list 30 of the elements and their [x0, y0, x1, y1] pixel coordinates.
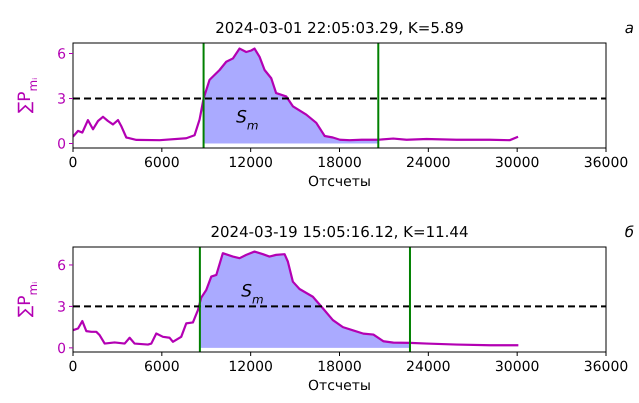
- annotation: S$_{m}$: [236, 108, 258, 132]
- x-tick-label: 36000: [584, 155, 628, 171]
- x-axis-title: Отсчеты: [308, 378, 371, 394]
- annotation: S$_{m}$: [241, 282, 264, 307]
- y-tick-label: 6: [57, 46, 66, 62]
- chart-title: 2024-03-19 15:05:16.12, K=11.44: [210, 223, 469, 241]
- x-tick-label: 18000: [317, 359, 362, 375]
- x-tick-label: 18000: [317, 155, 362, 171]
- line-series: [73, 250, 520, 346]
- x-tick-label: 24000: [406, 359, 451, 375]
- x-tick-label: 30000: [494, 359, 540, 375]
- y-tick-label: 0: [57, 340, 66, 357]
- x-axis-title: Отсчеты: [308, 174, 371, 190]
- x-tick-label: 36000: [584, 359, 628, 375]
- line-series: [73, 47, 520, 142]
- x-tick-label: 12000: [228, 359, 273, 375]
- y-tick-label: 3: [57, 92, 66, 108]
- x-tick-label: 30000: [494, 155, 540, 171]
- x-tick-label: 24000: [406, 155, 451, 171]
- x-tick-label: 0: [68, 155, 78, 171]
- y-tick-label: 3: [57, 299, 66, 316]
- x-tick-label: 0: [68, 359, 78, 375]
- text: а: [624, 19, 634, 37]
- y-tick-label: 6: [57, 258, 66, 274]
- x-tick-label: 12000: [228, 155, 273, 171]
- chart-title: 2024-03-01 22:05:03.29, K=5.89: [215, 19, 464, 37]
- x-tick-label: 6000: [144, 155, 180, 171]
- y-tick-label: 0: [57, 136, 66, 152]
- x-tick-label: 6000: [144, 359, 180, 375]
- text: б: [624, 223, 634, 241]
